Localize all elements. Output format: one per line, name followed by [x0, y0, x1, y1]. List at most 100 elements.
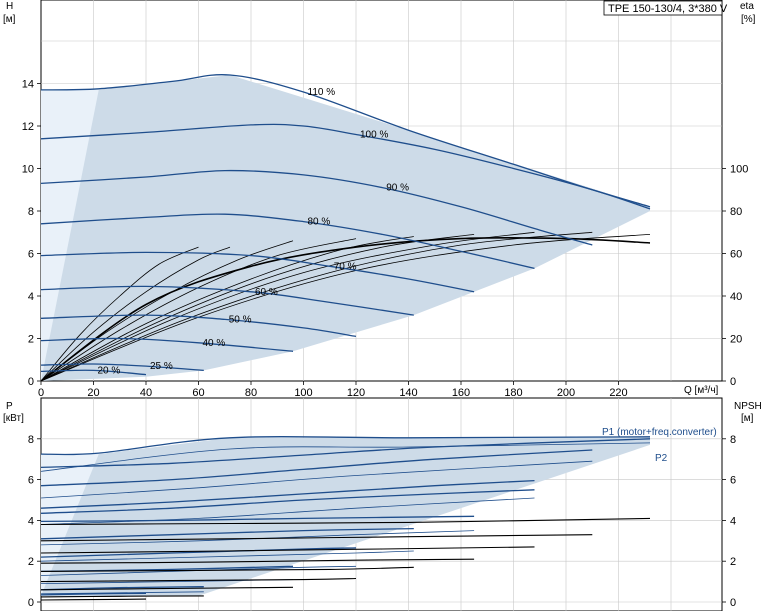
y-tick-label: 8	[28, 206, 34, 218]
legend-p2: P2	[655, 453, 668, 464]
speed-label: 40 %	[203, 338, 226, 349]
chart-title: TPE 150-130/4, 3*380 V	[608, 3, 728, 15]
npsh-curve	[40, 517, 651, 526]
p2-curve	[40, 497, 535, 525]
npsh-tick-label: 8	[730, 434, 736, 446]
eta-axis-label: eta	[740, 1, 754, 12]
y-tick-label: 2	[28, 334, 34, 346]
speed-label: 100 %	[360, 130, 388, 141]
h-axis-unit: [м]	[3, 14, 16, 25]
x-tick-label: 180	[504, 387, 522, 399]
npsh-curve	[40, 577, 357, 583]
x-tick-label: 120	[347, 387, 365, 399]
p2-curve	[40, 442, 651, 472]
p-axis-label: P	[6, 401, 13, 412]
npsh-tick-label: 0	[730, 597, 736, 609]
head-curve	[40, 74, 651, 208]
p1-curve	[40, 515, 475, 523]
eta-curve	[40, 231, 535, 382]
title-box	[603, 0, 723, 16]
power-curves	[40, 436, 651, 601]
y-tick-label: 4	[28, 291, 34, 303]
npsh-curve	[40, 558, 475, 564]
npsh-tick-label: 2	[730, 556, 736, 568]
npsh-curve	[40, 595, 204, 598]
eta-curve	[40, 234, 475, 382]
npsh-tick-label: 4	[730, 515, 736, 527]
eta-curve	[40, 246, 231, 382]
y-tick-label: 6	[28, 249, 34, 261]
head-curve	[40, 363, 204, 372]
eta-curve	[40, 231, 593, 382]
speed-label: 25 %	[150, 361, 173, 372]
x-tick-label: 0	[38, 387, 44, 399]
p1-curve	[40, 592, 147, 596]
legend-p1: P1 (motor+freq.converter)	[602, 427, 717, 438]
q-axis-label: Q [м³/ч]	[684, 385, 719, 396]
head-curve	[40, 169, 593, 246]
h-axis-label: H	[6, 1, 13, 12]
x-tick-label: 160	[452, 387, 470, 399]
eta-curve	[40, 246, 199, 382]
eta-tick-label: 0	[730, 376, 736, 388]
x-tick-label: 80	[245, 387, 257, 399]
low-flow-area	[41, 89, 99, 381]
speed-label: 110 %	[308, 87, 336, 98]
head-ticks: 0 20 40 60 80 100 120 140 160 180 200 2200246810121…	[22, 79, 749, 400]
power-ticks: 0 2 4 6 8 0 2 4 6 8	[28, 434, 736, 609]
speed-label: 80 %	[308, 217, 331, 228]
power-area	[41, 436, 650, 596]
eta-axis-unit: [%]	[741, 14, 756, 25]
x-tick-label: 20	[87, 387, 99, 399]
p-tick-label: 6	[28, 475, 34, 487]
p1-curve	[40, 527, 414, 540]
npsh-curve	[40, 546, 535, 554]
eta-tick-label: 100	[730, 164, 748, 176]
eta-curve	[40, 236, 414, 382]
npsh-curve	[40, 586, 294, 591]
y-tick-label: 10	[22, 164, 34, 176]
p1-curve	[40, 449, 593, 487]
p-tick-label: 2	[28, 556, 34, 568]
p-axis-unit: [кВт]	[3, 413, 24, 424]
y-tick-label: 0	[28, 376, 34, 388]
y-tick-label: 14	[22, 79, 34, 91]
p-tick-label: 4	[28, 515, 34, 527]
p-tick-label: 8	[28, 434, 34, 446]
head-chart-panel: 110 %100 %90 %80 %70 %60 %50 %40 %25 %20…	[3, 0, 756, 399]
head-curves: 110 % 100 % 90 % 80 % 70 % 60 % 50 % 40 % 25 % 20…	[40, 74, 651, 376]
head-curve	[40, 369, 147, 376]
y-tick-label: 12	[22, 121, 34, 133]
x-tick-label: 60	[192, 387, 204, 399]
p1-curve	[40, 479, 535, 509]
head-curve	[40, 213, 535, 270]
head-curve	[40, 123, 651, 210]
p2-curve	[40, 591, 204, 595]
p2-curve	[40, 550, 414, 562]
x-tick-label: 220	[609, 387, 627, 399]
p1-curve	[40, 489, 535, 514]
p1-curve	[40, 436, 651, 456]
p2-curve	[40, 460, 593, 499]
npsh-curve	[40, 534, 593, 542]
eta-tick-label: 80	[730, 206, 742, 218]
speed-label: 20 %	[98, 365, 121, 376]
x-tick-label: 200	[557, 387, 575, 399]
head-curve	[40, 314, 357, 338]
x-tick-label: 40	[140, 387, 152, 399]
head-curve	[40, 285, 414, 316]
eta-tick-label: 40	[730, 291, 742, 303]
x-tick-label: 140	[399, 387, 417, 399]
npsh-axis-label: NPSH	[734, 401, 762, 412]
npsh-curve	[40, 598, 147, 601]
speed-label: 60 %	[255, 287, 278, 298]
speed-label: 70 %	[334, 261, 357, 272]
x-tick-label: 100	[294, 387, 312, 399]
speed-label: 90 %	[386, 183, 409, 194]
eta-max-curve	[40, 236, 651, 382]
speed-label: 50 %	[229, 314, 252, 325]
eta-tick-label: 20	[730, 334, 742, 346]
p-tick-label: 0	[28, 597, 34, 609]
power-chart-panel: 0 2 4 6 8 0 2 4 6 8 P [кВт] NPSH [м] P1 (motor+fr…	[3, 397, 762, 611]
